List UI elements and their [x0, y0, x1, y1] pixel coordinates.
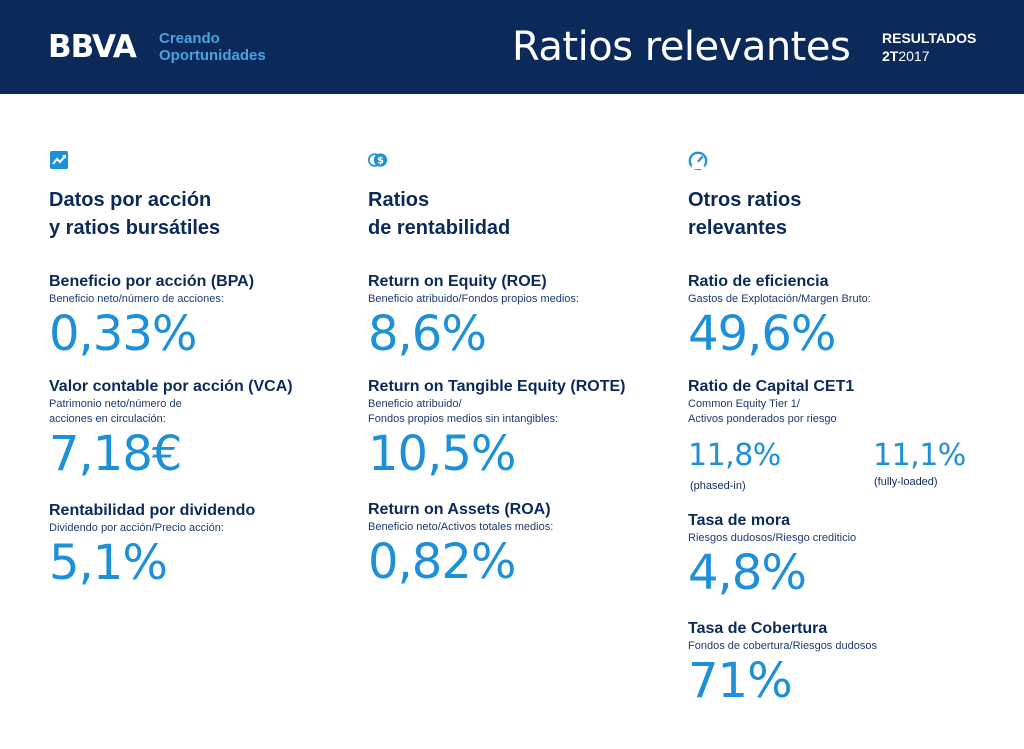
metric-label: Rentabilidad por dividendo: [49, 502, 256, 519]
metric-description-line2: Activos ponderados por riesgo: [688, 413, 837, 425]
tagline-line1: Creando: [159, 30, 220, 47]
metric-roa: Return on Assets (ROA) Beneficio neto/Ac…: [368, 500, 553, 589]
period-quarter: 2T: [882, 48, 899, 64]
metric-tasa-mora: Tasa de mora Riesgos dudosos/Riesgo cred…: [688, 511, 856, 600]
metric-description: Beneficio neto/número de acciones:: [49, 293, 224, 305]
metric-label: Return on Tangible Equity (ROTE): [368, 378, 626, 395]
results-label: RESULTADOS: [882, 30, 977, 46]
period-label: 2T2017: [882, 47, 976, 65]
metric-description: Beneficio atribuido/: [368, 398, 462, 410]
column-title-line1: Datos por acción: [49, 189, 212, 211]
metric-label: Tasa de Cobertura: [688, 620, 828, 637]
page-title: Ratios relevantes: [512, 24, 851, 70]
column-title: Ratios de rentabilidad: [368, 186, 510, 242]
metric-description: Common Equity Tier 1/: [688, 398, 800, 410]
metric-rote: Return on Tangible Equity (ROTE) Benefic…: [368, 377, 625, 481]
metric-dividendo: Rentabilidad por dividendo Dividendo por…: [49, 501, 255, 590]
cet1-fully-loaded-value: 11,1%: [873, 438, 966, 473]
column-title-line2: relevantes: [688, 217, 787, 239]
cet1-phased-in-value: 11,8%: [688, 438, 781, 473]
metric-value: 4,8%: [688, 545, 807, 601]
svg-text:$: $: [377, 156, 384, 167]
column-title-line2: de rentabilidad: [368, 217, 511, 239]
cet1-phased-in-note: (phased-in): [690, 480, 746, 492]
column-title-line1: Otros ratios: [688, 189, 802, 211]
metric-description-line2: acciones en circulación:: [49, 413, 166, 425]
header-bar: BBVA Creando Oportunidades Ratios releva…: [0, 0, 1024, 94]
metric-value: 49,6%: [688, 306, 836, 362]
metric-label: Return on Assets (ROA): [368, 501, 551, 518]
column-title-line2: y ratios bursátiles: [49, 217, 221, 239]
chart-trend-icon: [49, 150, 69, 170]
tagline-line2: Oportunidades: [159, 47, 266, 64]
column-title-line1: Ratios: [368, 189, 430, 211]
metric-description: Beneficio atribuido/Fondos propios medio…: [368, 293, 579, 305]
bbva-logo: BBVA: [48, 29, 137, 65]
metric-description-line2: Fondos propios medios sin intangibles:: [368, 413, 559, 425]
metric-description: Dividendo por acción/Precio acción:: [49, 522, 224, 534]
tagline: Creando Oportunidades: [159, 30, 266, 64]
metric-description: Gastos de Explotación/Margen Bruto:: [688, 293, 871, 305]
metric-label: Tasa de mora: [688, 512, 790, 529]
metric-value: 0,33%: [49, 306, 197, 362]
metric-label: Return on Equity (ROE): [368, 273, 547, 290]
metric-vca: Valor contable por acción (VCA) Patrimon…: [49, 377, 293, 481]
metric-tasa-cobertura: Tasa de Cobertura Fondos de cobertura/Ri…: [688, 619, 877, 708]
gauge-icon: [688, 150, 708, 170]
metric-roe: Return on Equity (ROE) Beneficio atribui…: [368, 272, 579, 361]
metric-cet1: Ratio de Capital CET1 Common Equity Tier…: [688, 377, 968, 497]
metric-label: Valor contable por acción (VCA): [49, 378, 293, 395]
metric-bpa: Beneficio por acción (BPA) Beneficio net…: [49, 272, 254, 361]
metric-value: 10,5%: [368, 426, 516, 482]
cet1-fully-loaded-note: (fully-loaded): [874, 476, 938, 488]
metric-value: 0,82%: [368, 534, 516, 590]
metric-description: Fondos de cobertura/Riesgos dudosos: [688, 640, 877, 652]
metric-value: 71%: [688, 653, 793, 709]
metric-value: 7,18€: [49, 426, 182, 482]
column-title: Otros ratios relevantes: [688, 186, 801, 242]
metric-description: Patrimonio neto/número de: [49, 398, 182, 410]
metric-description: Riesgos dudosos/Riesgo crediticio: [688, 532, 857, 544]
period-year: 2017: [898, 48, 930, 64]
metric-eficiencia: Ratio de eficiencia Gastos de Explotació…: [688, 272, 871, 361]
metric-value: 5,1%: [49, 535, 168, 591]
metric-label: Ratio de Capital CET1: [688, 378, 855, 395]
metric-description: Beneficio neto/Activos totales medios:: [368, 521, 554, 533]
metric-label: Beneficio por acción (BPA): [49, 273, 255, 290]
results-period: RESULTADOS 2T2017: [882, 29, 976, 65]
metric-value: 8,6%: [368, 306, 487, 362]
column-title: Datos por acción y ratios bursátiles: [49, 186, 220, 242]
metric-label: Ratio de eficiencia: [688, 273, 829, 290]
coins-dollar-icon: $: [368, 150, 388, 170]
